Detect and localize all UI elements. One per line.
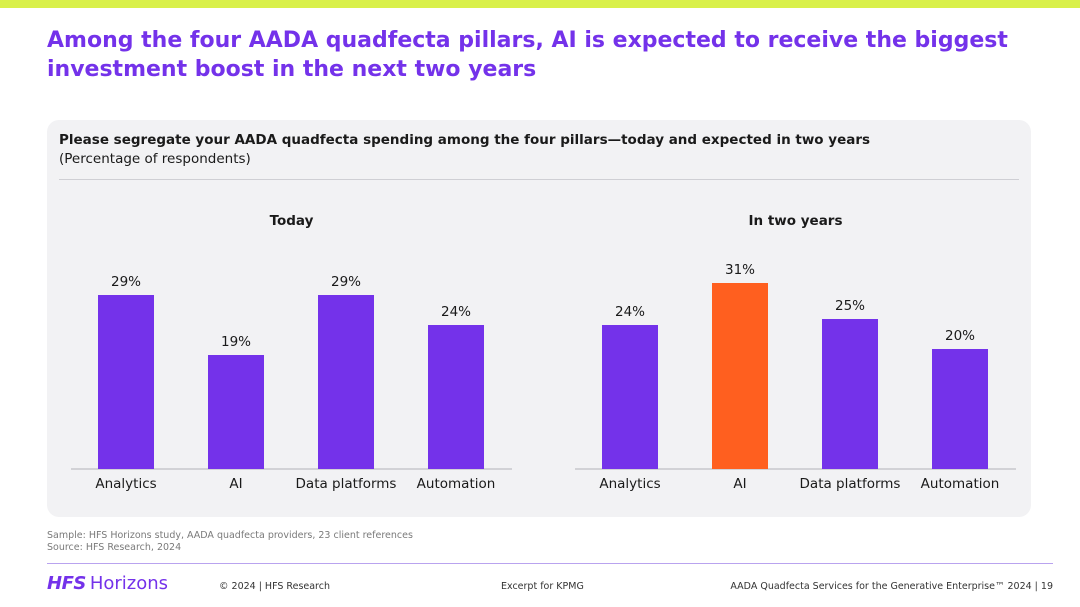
logo-horizons: Horizons (89, 573, 169, 594)
data-label: 20% (945, 328, 975, 344)
top-accent-bar (0, 0, 1080, 8)
category-label: Data platforms (296, 476, 397, 492)
bar (208, 355, 264, 469)
data-label: 19% (221, 334, 251, 350)
category-label: Automation (921, 476, 1000, 492)
footer-doc-title: AADA Quadfecta Services for the Generati… (730, 581, 1053, 592)
data-label: 24% (615, 304, 645, 320)
divider (59, 179, 1019, 180)
chart-title: In two years (749, 213, 843, 229)
hfs-horizons-logo: HFS Horizons (47, 573, 168, 594)
bar (712, 283, 768, 469)
data-label: 25% (835, 298, 865, 314)
footnote-source: Source: HFS Research, 2024 (47, 542, 182, 553)
data-label: 31% (725, 262, 755, 278)
chart-title: Today (270, 213, 314, 229)
data-label: 29% (111, 274, 141, 290)
footer-excerpt: Excerpt for KPMG (501, 581, 584, 592)
bar (318, 295, 374, 469)
bar-charts: Today 29% Analytics 19% AI 29% Data platforms 2… (71, 213, 1016, 492)
chart-panel: Please segregate your AADA quadfecta spe… (47, 120, 1031, 517)
logo-hfs: HFS (47, 573, 86, 594)
bar (822, 319, 878, 469)
category-label: Automation (417, 476, 496, 492)
data-label: 29% (331, 274, 361, 290)
category-label: Data platforms (800, 476, 901, 492)
category-label: Analytics (599, 476, 660, 492)
category-label: AI (229, 476, 242, 492)
footnote-sample: Sample: HFS Horizons study, AADA quadfec… (47, 530, 413, 541)
category-label: AI (733, 476, 746, 492)
footer-copyright: © 2024 | HFS Research (219, 581, 331, 592)
data-label: 24% (441, 304, 471, 320)
bar (98, 295, 154, 469)
bar (602, 325, 658, 469)
survey-subtitle: (Percentage of respondents) (59, 151, 251, 167)
category-label: Analytics (95, 476, 156, 492)
bar (428, 325, 484, 469)
survey-question: Please segregate your AADA quadfecta spe… (59, 132, 871, 148)
bar (932, 349, 988, 469)
footer-divider (47, 563, 1053, 564)
page-title: Among the four AADA quadfecta pillars, A… (47, 28, 1008, 82)
